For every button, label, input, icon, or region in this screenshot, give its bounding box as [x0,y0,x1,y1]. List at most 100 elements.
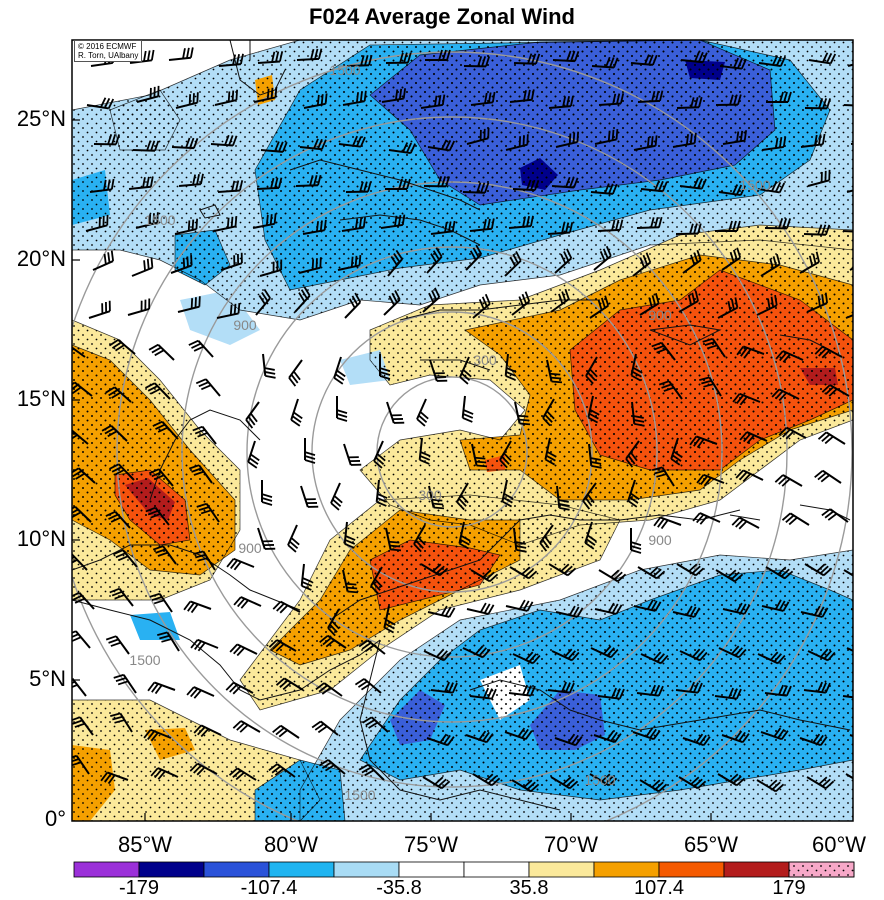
wind-barb-43 [260,141,288,153]
barb-feather [826,98,832,109]
barb-staff [842,230,853,233]
wind-barb-142 [429,359,448,382]
barb-feather [268,763,278,772]
barb-feather [188,464,200,470]
barb-feather [111,466,122,473]
wind-barb-328 [228,767,257,781]
barb-feather [112,715,123,721]
barb-feather [147,385,158,392]
barb-feather [347,590,359,594]
wind-barb-272 [268,639,297,652]
stipple-mod-east-sw [254,759,346,821]
barb-feather [869,604,874,613]
barb-feather [315,682,325,691]
barb-staff [850,142,853,145]
barb-feather [348,298,356,309]
wind-barb-122 [383,290,401,316]
wind-barb-262 [672,605,701,618]
map-frame [71,39,854,822]
barb-feather [232,685,242,695]
barb-feather [612,183,618,195]
wind-barb-290 [225,681,254,695]
barb-feather [865,132,867,142]
wind-barb-334 [511,779,540,793]
barb-feather [856,570,864,577]
barb-feather [433,506,445,510]
barb-feather [778,427,788,436]
wind-barb-22 [175,92,199,109]
barb-feather [590,457,601,461]
barb-feather [863,648,870,656]
range-ring-label-5: 900 [648,532,672,548]
barb-feather [733,57,739,69]
barb-feather [195,378,207,385]
barb-feather [658,380,670,386]
barb-feather [663,386,675,392]
barb-feather [501,500,513,508]
wind-barb-125 [511,291,531,316]
barb-feather [650,217,655,228]
barb-feather [694,51,700,62]
barb-feather [274,141,280,152]
barb-feather [432,250,440,261]
barb-feather [736,247,742,258]
barb-feather [591,464,602,469]
wind-barb-93 [764,218,792,230]
barb-feather [314,48,319,60]
barb-feather [278,177,283,189]
barb-feather [821,349,831,359]
barb-feather [448,221,452,232]
barb-feather [824,435,834,445]
barb-feather [685,605,693,616]
barb-feather [261,501,273,506]
barb-feather [697,223,702,234]
barb-feather [301,581,313,587]
wind-barb-107 [554,248,573,274]
barb-feather [692,512,701,522]
barb-feather [630,451,638,462]
wind-barb-256 [427,605,456,618]
barb-feather [585,538,596,546]
lat-label-10n: 10°N [16,526,66,551]
barb-feather [817,606,825,617]
barb-feather [730,299,735,310]
barb-feather [653,344,665,351]
barb-feather [821,224,827,235]
barb-feather [290,419,301,427]
barb-feather [517,727,526,738]
barb-feather [311,720,322,729]
wind-barb-223 [630,528,642,554]
wind-barb-137 [188,339,214,358]
barb-feather [631,370,642,378]
barb-feather [544,535,552,546]
wind-barb-45 [338,135,366,148]
wind-barb-215 [287,524,300,553]
barb-feather [524,568,534,577]
wind-barb-74 [757,181,786,194]
barb-feather [746,434,755,444]
barb-feather [505,375,516,381]
barb-feather [151,596,163,602]
barb-feather [188,339,199,346]
wind-barb-315 [504,727,533,741]
barb-feather [601,773,611,782]
barb-feather [62,346,70,352]
barb-feather [114,469,125,476]
barb-feather [355,218,359,229]
barb-feather [115,134,121,145]
barb-feather [288,377,297,387]
barb-feather [373,460,383,469]
wind-barb-205 [652,466,675,487]
barb-feather [607,130,611,142]
barb-feather [324,764,335,772]
barb-feather [689,223,694,234]
wind-barb-270 [190,638,219,652]
wind-barb-7 [346,54,373,67]
barb-feather [778,600,786,611]
barb-feather [193,470,205,476]
barb-feather [525,730,533,740]
barb-feather [605,56,611,68]
barb-feather [376,497,388,503]
barb-feather [574,51,580,62]
barb-feather [627,455,636,465]
